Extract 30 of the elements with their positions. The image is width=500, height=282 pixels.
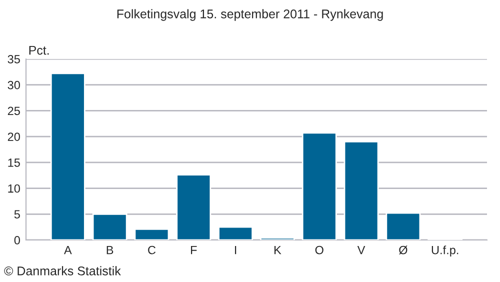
y-tick-label: 35	[8, 55, 20, 64]
bar	[302, 132, 337, 240]
y-axis-title: Pct.	[29, 46, 49, 55]
bar	[134, 228, 170, 240]
x-tick-label: K	[274, 246, 282, 254]
x-tick-label: C	[148, 246, 156, 254]
bar	[50, 72, 86, 240]
bar	[386, 212, 421, 240]
y-tick-label: 5	[14, 210, 20, 219]
x-tick-label: F	[191, 246, 197, 254]
text: © Danmarks Statistik	[4, 266, 121, 276]
x-tick-label: O	[315, 246, 324, 254]
y-tick-label: 30	[8, 80, 20, 90]
x-tick-label: U.f.p.	[432, 246, 458, 257]
x-tick-label: I	[234, 246, 236, 254]
bar	[218, 226, 254, 240]
y-tick-label: 0	[14, 236, 20, 244]
y-tick-label: 20	[8, 132, 20, 141]
bar	[176, 174, 212, 240]
y-tick-label: 25	[8, 106, 20, 116]
bar	[260, 237, 295, 240]
bar	[92, 213, 128, 240]
x-tick-label: V	[357, 246, 366, 254]
x-tick-label: B	[106, 246, 114, 254]
y-tick-label: 10	[8, 184, 20, 193]
y-tick-label: 15	[8, 158, 20, 167]
chart-title: Folketingsvalg 15. september 2011 - Rynkevang	[117, 9, 383, 21]
bar	[344, 141, 379, 240]
x-tick-label: A	[64, 246, 72, 254]
x-tick-label: Ø	[399, 246, 408, 254]
